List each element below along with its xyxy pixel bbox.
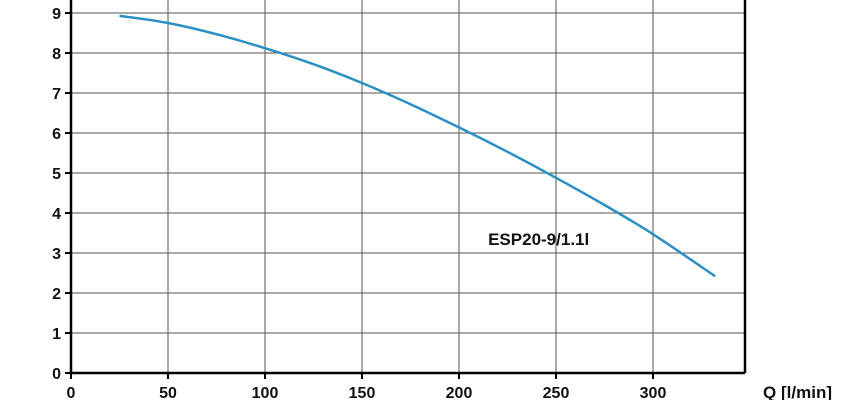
y-tick-label: 3	[52, 246, 61, 263]
series-annotation: ESP20-9/1.1l	[488, 230, 589, 249]
series-group	[119, 14, 716, 278]
x-tick-label: 200	[446, 385, 473, 400]
y-tick-label: 7	[52, 86, 61, 103]
tick-labels: 0 1 2 3 4 5 6 7 8 9 0 50 100 150 200 250 300	[52, 6, 666, 400]
x-tick-label: 250	[543, 385, 570, 400]
grid	[71, 0, 745, 373]
y-tick-label: 2	[52, 286, 61, 303]
annotations: ESP20-9/1.1l	[488, 230, 589, 249]
y-tick-label: 9	[52, 6, 61, 23]
y-tick-label: 4	[52, 206, 61, 223]
y-tick-label: 8	[52, 46, 61, 63]
x-tick-label: 100	[252, 385, 279, 400]
y-tick-label: 6	[52, 126, 61, 143]
series-line	[119, 14, 716, 278]
x-tick-label: 300	[640, 385, 667, 400]
x-tick-label: 50	[159, 385, 177, 400]
y-tick-label: 5	[52, 166, 61, 183]
x-axis-label: Q [l/min]	[763, 383, 832, 400]
x-tick-label: 150	[349, 385, 376, 400]
x-tick-label: 0	[67, 385, 76, 400]
axes	[65, 0, 747, 379]
y-tick-label: 1	[52, 326, 61, 343]
y-tick-label: 0	[52, 366, 61, 383]
